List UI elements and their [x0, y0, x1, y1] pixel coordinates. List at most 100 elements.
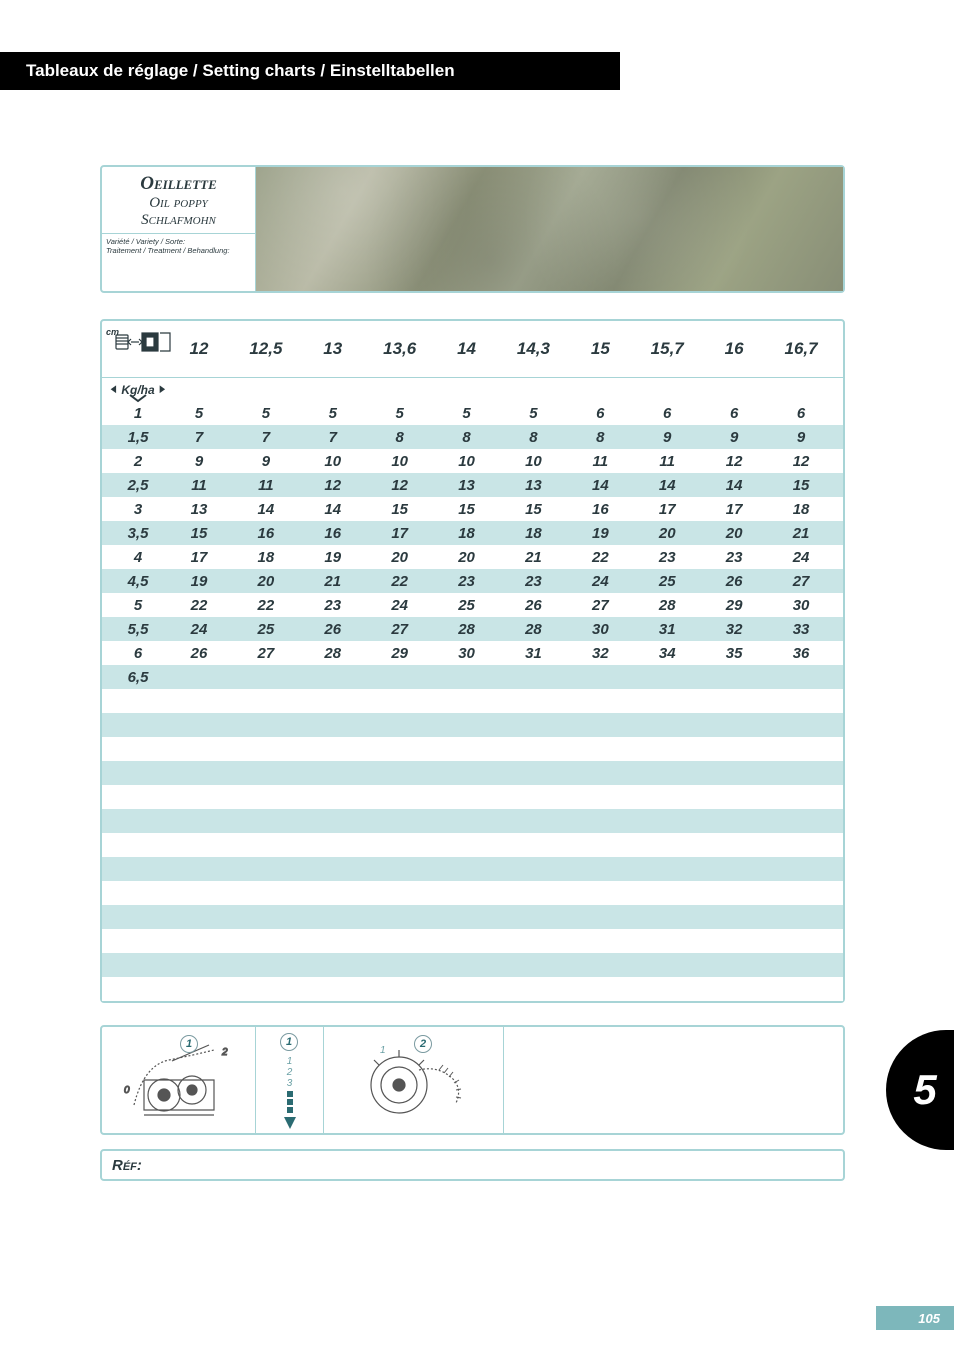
table-row: [102, 905, 843, 929]
table-cell: 14: [575, 473, 625, 497]
table-cell: [575, 929, 625, 953]
row-label: 1,5: [102, 425, 174, 449]
table-cell: [709, 689, 759, 713]
ref-label: Réf:: [112, 1157, 142, 1174]
crop-title-cell: Oeillette Oil poppy Schlafmohn Variété /…: [102, 167, 256, 291]
table-cell: [575, 953, 625, 977]
table-cell: 13: [442, 473, 492, 497]
table-cell: [174, 665, 224, 689]
table-cell: [224, 785, 308, 809]
header-bar: Tableaux de réglage / Setting charts / E…: [0, 52, 620, 90]
table-cell: 20: [709, 521, 759, 545]
row-label: [102, 737, 174, 761]
table-cell: 32: [709, 617, 759, 641]
table-cell: [625, 833, 709, 857]
table-cell: [575, 737, 625, 761]
table-cell: [224, 761, 308, 785]
table-cell: [625, 737, 709, 761]
table-cell: [308, 857, 358, 881]
table-cell: [492, 761, 576, 785]
col-header: 13,6: [358, 321, 442, 377]
table-cell: 7: [308, 425, 358, 449]
table-cell: [492, 689, 576, 713]
table-row: [102, 881, 843, 905]
table-cell: 5: [174, 401, 224, 425]
table-cell: 7: [174, 425, 224, 449]
table-cell: [759, 857, 843, 881]
table-cell: [709, 713, 759, 737]
table-cell: 8: [358, 425, 442, 449]
table-cell: [625, 809, 709, 833]
row-label: [102, 689, 174, 713]
table-cell: 5: [442, 401, 492, 425]
kgha-cell: Kg/ha: [102, 377, 174, 401]
table-row: [102, 713, 843, 737]
table-row: [102, 689, 843, 713]
table-cell: 8: [442, 425, 492, 449]
table-cell: [625, 713, 709, 737]
table-cell: 14: [308, 497, 358, 521]
table-cell: 29: [358, 641, 442, 665]
table-cell: [442, 737, 492, 761]
crop-photo: [256, 167, 843, 291]
table-cell: [174, 857, 224, 881]
row-label: 2: [102, 449, 174, 473]
table-cell: [442, 785, 492, 809]
table-cell: 23: [492, 569, 576, 593]
col-header: 14: [442, 321, 492, 377]
table-row: [102, 785, 843, 809]
table-cell: 22: [358, 569, 442, 593]
table-cell: 21: [492, 545, 576, 569]
table-cell: 26: [492, 593, 576, 617]
table-cell: 11: [174, 473, 224, 497]
table-cell: 23: [709, 545, 759, 569]
diagram-cell-2: 1 1 2 3: [256, 1027, 324, 1133]
table-cell: 23: [308, 593, 358, 617]
table-cell: 10: [492, 449, 576, 473]
table-row: [102, 953, 843, 977]
row-label: 5: [102, 593, 174, 617]
col-header: 12: [174, 321, 224, 377]
table-cell: [575, 761, 625, 785]
row-label: [102, 905, 174, 929]
table-cell: [709, 881, 759, 905]
table-cell: 17: [625, 497, 709, 521]
table-cell: [174, 953, 224, 977]
ref-box: Réf:: [100, 1149, 845, 1181]
spacing-icon: [114, 327, 174, 361]
table-cell: [492, 857, 576, 881]
table-cell: 11: [625, 449, 709, 473]
table-cell: 9: [174, 449, 224, 473]
table-cell: 5: [308, 401, 358, 425]
table-cell: [224, 737, 308, 761]
table-cell: [492, 665, 576, 689]
table-cell: 31: [492, 641, 576, 665]
table-cell: 9: [759, 425, 843, 449]
table-cell: 6: [759, 401, 843, 425]
table-cell: [224, 809, 308, 833]
table-row: [102, 737, 843, 761]
table-cell: 27: [759, 569, 843, 593]
table-cell: [224, 857, 308, 881]
table-cell: 11: [224, 473, 308, 497]
table-cell: 10: [442, 449, 492, 473]
table-cell: [174, 761, 224, 785]
table-cell: [308, 761, 358, 785]
table-cell: 30: [575, 617, 625, 641]
crop-name-de: Schlafmohn: [110, 212, 247, 229]
table-row: 4,519202122232324252627: [102, 569, 843, 593]
table-cell: 9: [709, 425, 759, 449]
table-cell: 13: [174, 497, 224, 521]
row-label: [102, 785, 174, 809]
setting-table: cm 1: [102, 321, 843, 1001]
table-cell: [575, 833, 625, 857]
diagram-cell-blank: [504, 1027, 843, 1133]
table-cell: [492, 905, 576, 929]
badge-2-circle: 1: [280, 1033, 298, 1051]
row-label: [102, 881, 174, 905]
table-cell: 23: [625, 545, 709, 569]
table-cell: 30: [759, 593, 843, 617]
table-cell: 25: [625, 569, 709, 593]
row-label: [102, 953, 174, 977]
col-header: 14,3: [492, 321, 576, 377]
